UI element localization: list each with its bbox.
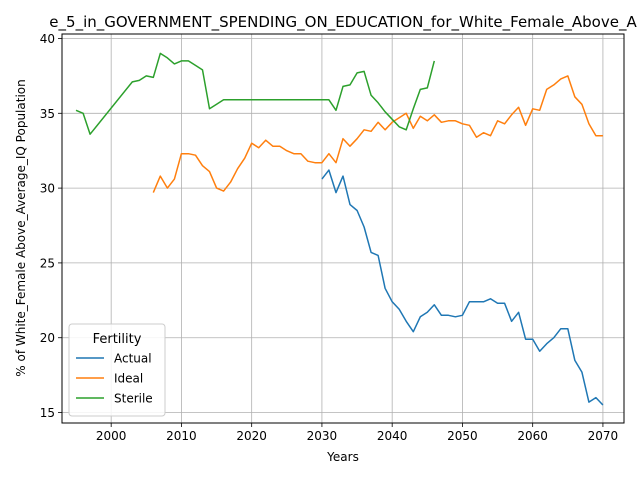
x-tick-label: 2060 xyxy=(517,429,548,443)
x-tick-label: 2010 xyxy=(166,429,197,443)
legend-label-actual: Actual xyxy=(114,352,152,366)
y-tick-label: 20 xyxy=(40,331,55,345)
y-tick-label: 40 xyxy=(40,32,55,46)
x-tick-label: 2070 xyxy=(588,429,619,443)
x-tick-label: 2020 xyxy=(236,429,267,443)
legend-label-sterile: Sterile xyxy=(114,392,153,406)
y-tick-label: 25 xyxy=(40,256,55,270)
x-axis-label: Years xyxy=(326,450,359,464)
x-tick-label: 2040 xyxy=(377,429,408,443)
y-axis-label: % of White_Female Above_Average_IQ Popul… xyxy=(14,79,28,376)
x-tick-label: 2000 xyxy=(96,429,127,443)
x-tick-label: 2030 xyxy=(307,429,338,443)
legend-title: Fertility xyxy=(93,332,142,347)
y-tick-label: 15 xyxy=(40,406,55,420)
y-tick-label: 30 xyxy=(40,182,55,196)
y-tick-label: 35 xyxy=(40,107,55,121)
chart-title: e_5_in_GOVERNMENT_SPENDING_ON_EDUCATION_… xyxy=(49,13,637,32)
legend-label-ideal: Ideal xyxy=(114,372,143,386)
x-tick-label: 2050 xyxy=(447,429,478,443)
legend: Fertility Actual Ideal Sterile xyxy=(69,324,165,416)
